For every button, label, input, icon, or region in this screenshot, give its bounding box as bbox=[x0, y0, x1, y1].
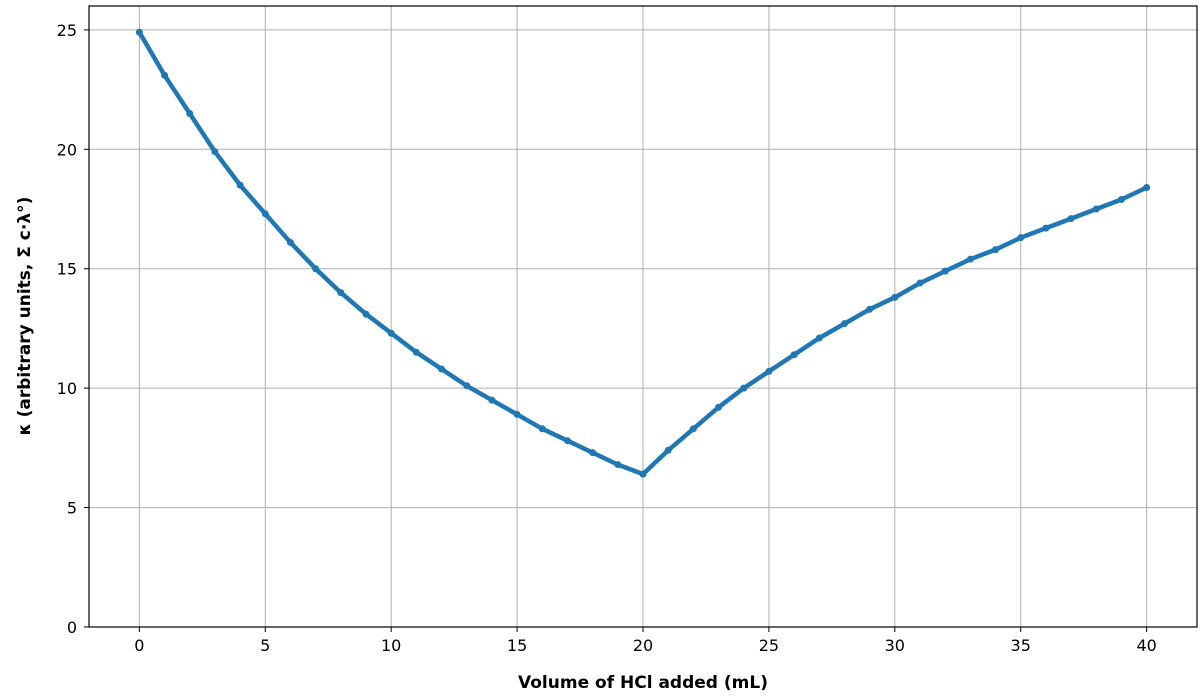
x-tick-label: 15 bbox=[507, 636, 527, 655]
y-tick-label: 20 bbox=[57, 140, 77, 159]
grid bbox=[89, 6, 1197, 628]
data-point bbox=[891, 293, 899, 301]
data-point bbox=[866, 305, 874, 313]
data-point bbox=[337, 289, 345, 297]
x-tick-label: 35 bbox=[1011, 636, 1031, 655]
data-point bbox=[261, 210, 269, 218]
data-point bbox=[1143, 184, 1151, 192]
data-point bbox=[966, 255, 974, 263]
data-point bbox=[236, 181, 244, 189]
data-point bbox=[286, 238, 294, 246]
data-point bbox=[1017, 234, 1025, 242]
data-point bbox=[135, 28, 143, 36]
data-point bbox=[840, 320, 848, 328]
data-point bbox=[513, 410, 521, 418]
data-point bbox=[664, 446, 672, 454]
y-axis-label: κ (arbitrary units, Σ c·λ°) bbox=[15, 197, 35, 436]
y-tick-label: 0 bbox=[67, 618, 77, 637]
data-point bbox=[312, 265, 320, 273]
data-point bbox=[211, 148, 219, 156]
x-tick-label: 10 bbox=[381, 636, 401, 655]
data-point bbox=[538, 425, 546, 433]
x-tick-label: 30 bbox=[885, 636, 905, 655]
y-tick-label: 15 bbox=[57, 260, 77, 279]
data-point bbox=[740, 384, 748, 392]
data-point bbox=[765, 367, 773, 375]
data-point bbox=[463, 382, 471, 390]
data-point bbox=[1067, 215, 1075, 223]
data-point bbox=[438, 365, 446, 373]
x-tick-label: 25 bbox=[759, 636, 779, 655]
data-point bbox=[815, 334, 823, 342]
data-point bbox=[412, 348, 420, 356]
data-point bbox=[614, 461, 622, 469]
data-point bbox=[790, 351, 798, 359]
data-point bbox=[1117, 195, 1125, 203]
x-tick-label: 5 bbox=[260, 636, 270, 655]
data-point bbox=[715, 403, 723, 411]
data-series bbox=[135, 28, 1151, 478]
x-tick-label: 40 bbox=[1136, 636, 1156, 655]
data-point bbox=[186, 109, 194, 117]
y-tick-label: 10 bbox=[57, 379, 77, 398]
data-point bbox=[1042, 224, 1050, 232]
x-tick-label: 0 bbox=[134, 636, 144, 655]
data-point bbox=[161, 71, 169, 79]
data-point bbox=[387, 329, 395, 337]
data-point bbox=[1092, 205, 1100, 213]
axis-ticks: 0 5 10 15 20 25 30 35 40 0 5 10 15 20 25 bbox=[57, 21, 1157, 655]
x-axis-label: Volume of HCl added (mL) bbox=[518, 673, 768, 693]
data-point bbox=[916, 279, 924, 287]
y-tick-label: 5 bbox=[67, 499, 77, 518]
data-point bbox=[639, 470, 647, 478]
data-point bbox=[589, 449, 597, 457]
data-point bbox=[992, 246, 1000, 254]
y-tick-label: 25 bbox=[57, 21, 77, 40]
x-tick-label: 20 bbox=[633, 636, 653, 655]
data-point bbox=[689, 425, 697, 433]
data-point bbox=[362, 310, 370, 318]
data-point bbox=[488, 396, 496, 404]
data-point bbox=[941, 267, 949, 275]
data-point bbox=[563, 437, 571, 445]
